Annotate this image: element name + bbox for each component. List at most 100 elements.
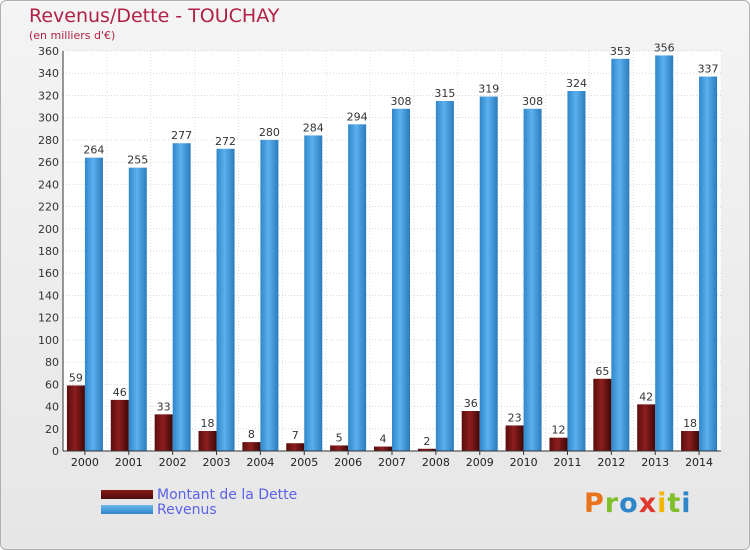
data-label-revenue: 324 [566,77,587,90]
data-label-debt: 36 [464,397,478,410]
data-label-debt: 42 [639,390,653,403]
x-tick-label: 2005 [290,456,318,469]
y-tick-label: 80 [45,356,59,369]
data-label-debt: 65 [595,365,609,378]
bar-debt [417,448,436,451]
x-tick-label: 2011 [553,456,581,469]
data-label-revenue: 337 [698,63,719,76]
data-label-revenue: 356 [654,41,675,54]
y-tick-label: 240 [38,178,59,191]
legend-swatch-revenue [101,505,153,514]
data-label-debt: 4 [380,433,387,446]
data-label-debt: 7 [292,429,299,442]
data-label-revenue: 280 [259,126,280,139]
bar-debt [286,443,305,451]
bar-debt [637,404,656,451]
y-tick-label: 200 [38,223,59,236]
data-label-debt: 33 [157,400,171,413]
x-tick-label: 2007 [378,456,406,469]
legend-label-debt: Montant de la Dette [157,486,298,503]
data-label-revenue: 264 [83,144,104,157]
bar-revenue [435,101,454,451]
legend-item-revenue: Revenus [101,501,297,518]
bar-revenue [611,58,630,452]
data-label-revenue: 272 [215,135,236,148]
legend-swatch-debt [101,490,153,499]
bar-revenue [655,55,674,451]
y-tick-label: 320 [38,89,59,102]
logo-letter: P [584,488,605,519]
chart-title: Revenus/Dette - TOUCHAY [29,5,280,27]
bar-revenue [479,96,498,452]
y-tick-label: 0 [52,445,59,458]
x-tick-label: 2002 [159,456,187,469]
bar-revenue [348,124,367,451]
bar-debt [66,385,85,451]
y-tick-label: 100 [38,334,59,347]
data-label-debt: 2 [423,435,430,448]
bar-debt [110,399,129,451]
y-tick-label: 360 [38,45,59,58]
bar-revenue [567,91,586,451]
bar-revenue [699,76,718,452]
x-tick-label: 2014 [685,456,713,469]
bar-debt [242,442,261,451]
y-tick-label: 220 [38,201,59,214]
x-tick-label: 2006 [334,456,362,469]
logo-letter: r [604,488,620,519]
data-label-revenue: 308 [391,95,412,108]
data-label-revenue: 353 [610,45,631,58]
y-tick-label: 40 [45,401,59,414]
x-tick-label: 2001 [115,456,143,469]
legend-item-debt: Montant de la Dette [101,486,298,503]
bar-revenue [392,108,410,452]
bar-debt [549,437,568,451]
x-tick-label: 2000 [71,456,99,469]
logo-letter: o [619,488,639,519]
bar-debt [461,411,480,451]
y-tick-label: 180 [38,245,59,258]
bar-debt [681,431,700,451]
bar-revenue [128,167,147,451]
bar-revenue [172,143,191,451]
data-label-debt: 59 [69,371,83,384]
y-tick-label: 340 [38,67,59,80]
y-tick-label: 300 [38,112,59,125]
legend-label-revenue: Revenus [157,501,217,518]
y-tick-label: 260 [38,156,59,169]
data-label-revenue: 284 [303,121,324,134]
data-label-debt: 8 [248,428,255,441]
logo-letter: i [657,488,668,519]
logo-letter: x [638,488,658,519]
data-label-revenue: 319 [478,83,499,96]
data-label-debt: 23 [508,411,522,424]
bar-debt [374,446,392,451]
data-label-debt: 12 [551,424,565,437]
y-tick-label: 120 [38,312,59,325]
chart-subtitle: (en milliers d'€) [29,29,116,42]
data-label-debt: 46 [113,386,127,399]
y-tick-label: 160 [38,267,59,280]
x-tick-label: 2009 [466,456,494,469]
y-tick-label: 140 [38,289,59,302]
x-tick-label: 2010 [510,456,538,469]
data-label-revenue: 308 [522,95,543,108]
data-label-debt: 5 [336,431,343,444]
y-tick-label: 60 [45,378,59,391]
bar-debt [505,425,524,451]
chart-legend: Montant de la Dette Revenus [101,486,298,518]
data-label-revenue: 315 [434,87,455,100]
bar-revenue [260,139,279,451]
data-label-debt: 18 [683,417,697,430]
data-label-revenue: 277 [171,129,192,142]
x-tick-label: 2003 [203,456,231,469]
bar-debt [330,445,349,451]
x-tick-label: 2012 [597,456,625,469]
x-tick-label: 2013 [641,456,669,469]
data-label-debt: 18 [201,417,215,430]
logo-letter: t [667,488,682,519]
y-tick-label: 280 [38,134,59,147]
x-tick-label: 2004 [246,456,274,469]
logo-letter: i [681,488,692,519]
